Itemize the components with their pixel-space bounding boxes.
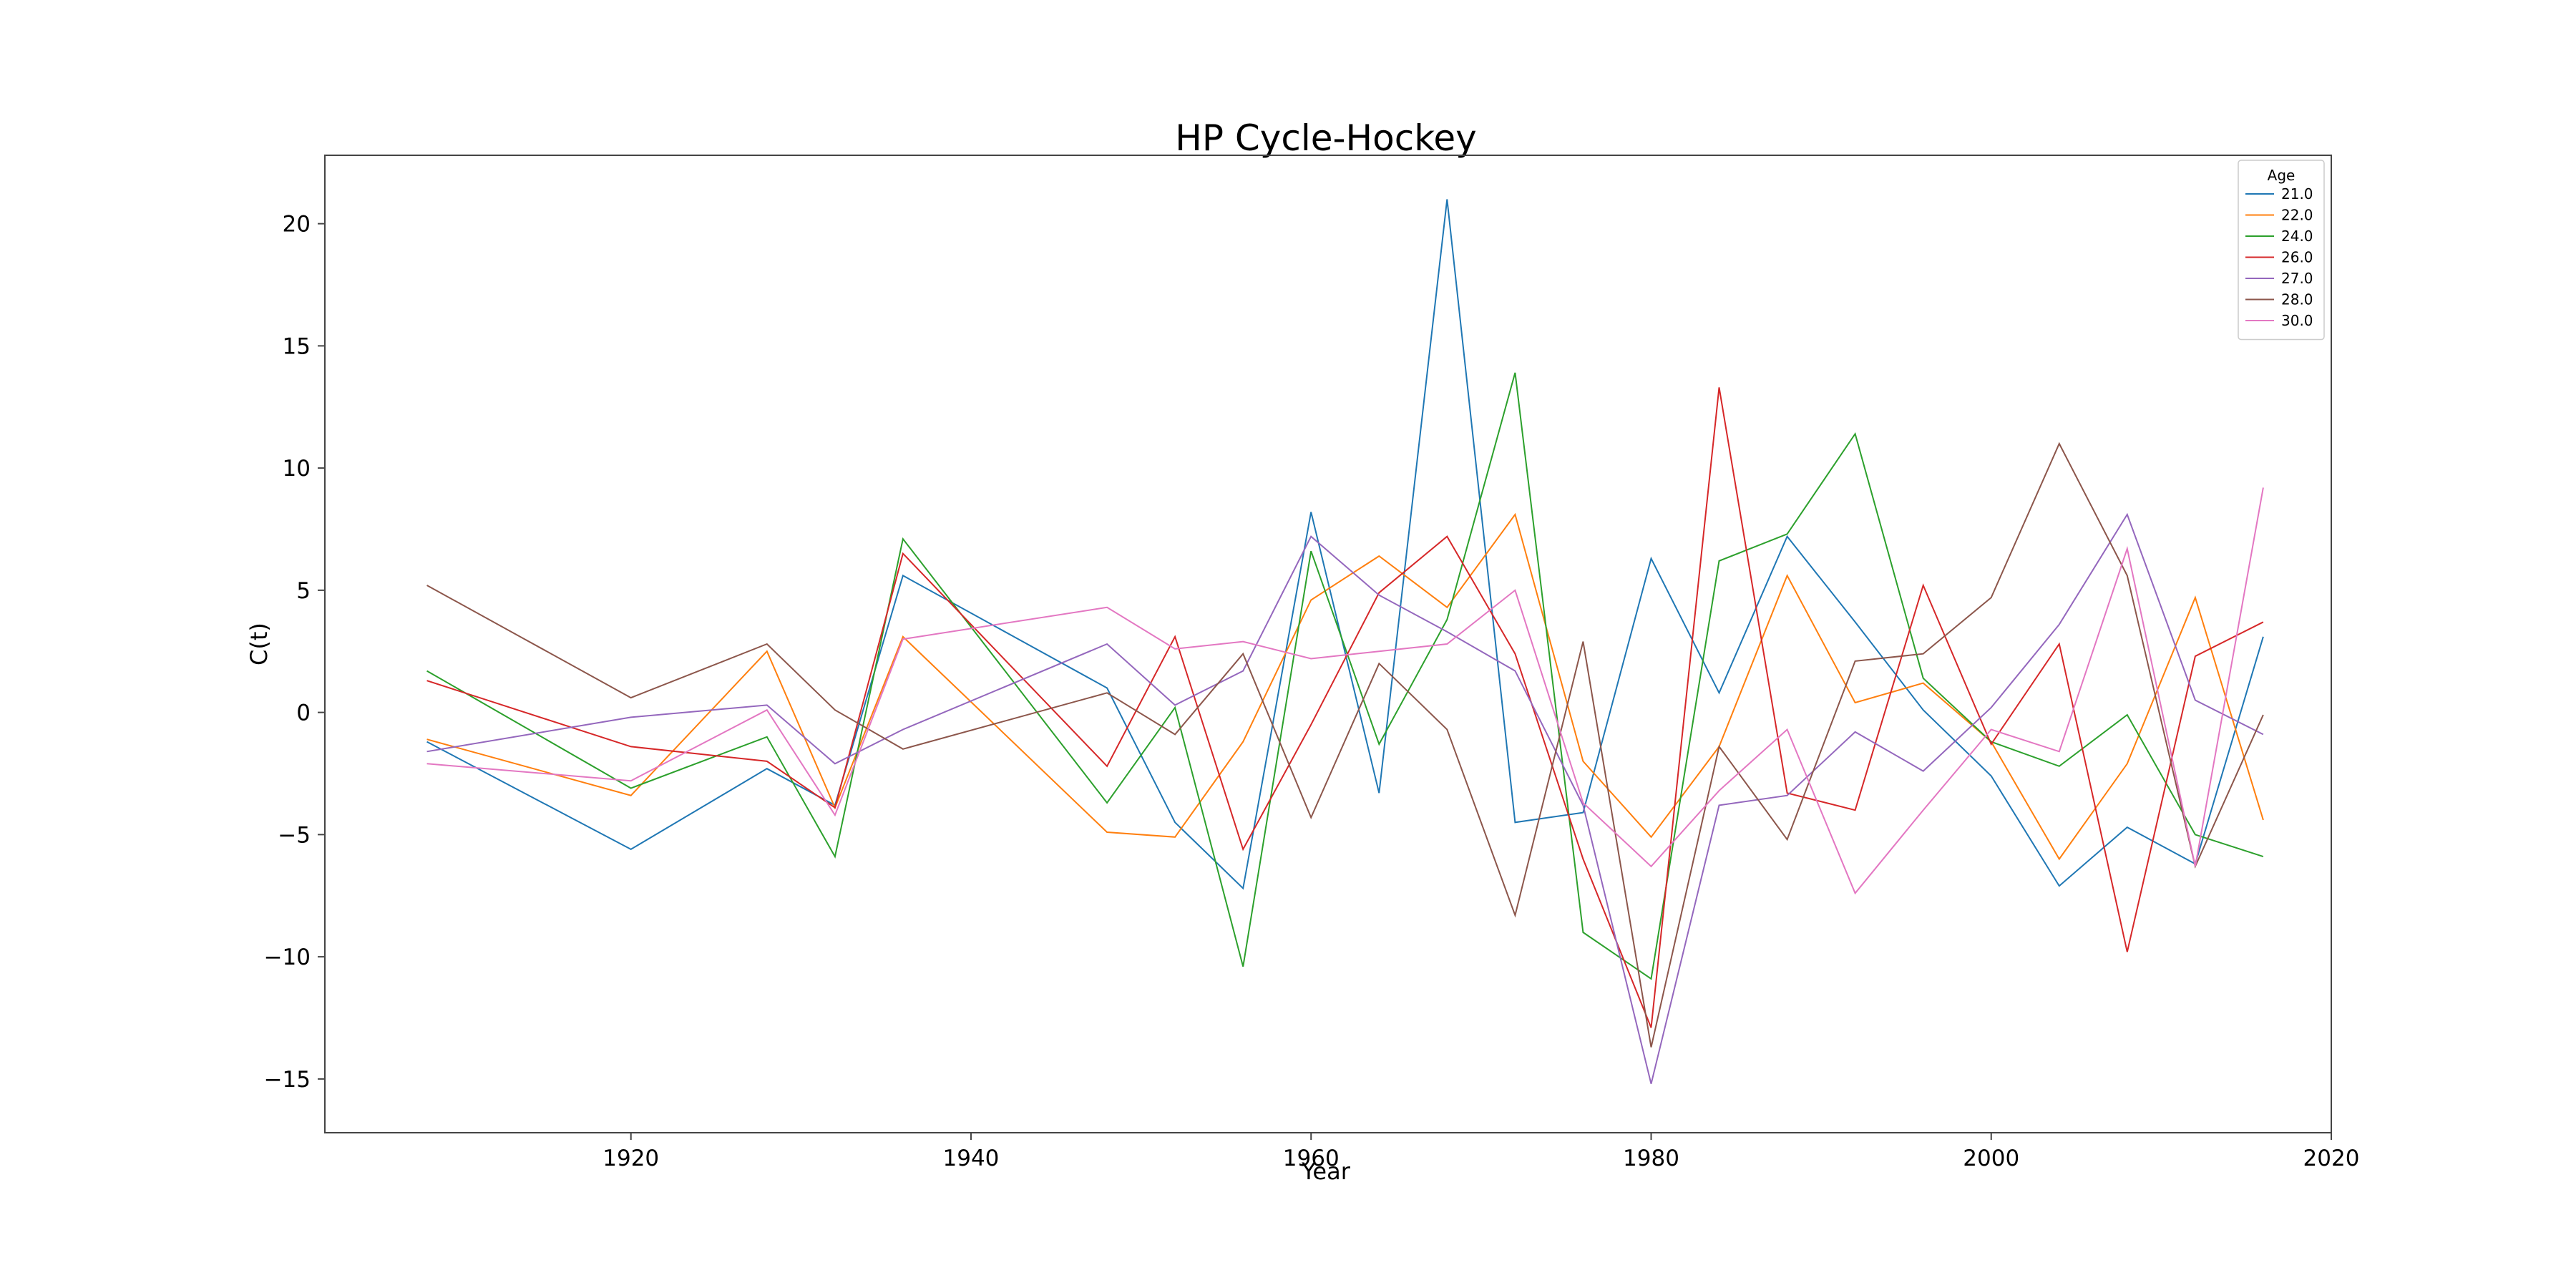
legend-entry-label: 28.0	[2281, 291, 2313, 308]
series-lines	[426, 199, 2264, 1084]
y-axis: −15 −10 −5 0 5 10 15 20	[264, 212, 325, 1093]
y-tick-label: −5	[278, 822, 311, 848]
x-axis: 1920 1940 1960 1980 2000 2020	[602, 1133, 2359, 1171]
x-tick-label: 2020	[2303, 1146, 2360, 1171]
series-line-24.0	[426, 372, 2264, 980]
y-tick-label: 10	[283, 456, 311, 482]
legend-entry-label: 26.0	[2281, 249, 2313, 266]
series-line-22.0	[426, 512, 2264, 861]
y-axis-label: C(t)	[245, 623, 273, 665]
y-tick-label: −10	[264, 945, 311, 970]
x-tick-label: 1980	[1623, 1146, 1679, 1171]
plot-area-frame	[324, 155, 2332, 1133]
series-line-27.0	[426, 512, 2264, 1084]
x-axis-label: Year	[1301, 1158, 1351, 1185]
series-line-30.0	[426, 487, 2264, 895]
legend-title: Age	[2268, 167, 2296, 184]
legend-entry-label: 24.0	[2281, 228, 2313, 245]
legend-entry-label: 30.0	[2281, 312, 2313, 329]
y-tick-label: 15	[283, 333, 311, 359]
legend-entry-label: 22.0	[2281, 207, 2313, 224]
y-tick-label: 5	[296, 578, 311, 604]
x-tick-label: 2000	[1963, 1146, 2019, 1171]
legend-entry-label: 27.0	[2281, 270, 2313, 287]
chart-title: HP Cycle-Hockey	[1175, 117, 1477, 159]
y-tick-label: 0	[296, 701, 311, 726]
series-line-28.0	[426, 441, 2264, 1048]
y-tick-label: 20	[283, 212, 311, 238]
x-tick-label: 1960	[1283, 1146, 1340, 1171]
x-tick-label: 1940	[943, 1146, 1000, 1171]
legend-entry-label: 21.0	[2281, 185, 2313, 203]
x-tick-label: 1920	[602, 1146, 659, 1171]
legend-box	[2238, 160, 2325, 341]
series-line-26.0	[426, 387, 2264, 1028]
y-tick-label: −15	[264, 1067, 311, 1093]
series-line-21.0	[426, 199, 2264, 890]
